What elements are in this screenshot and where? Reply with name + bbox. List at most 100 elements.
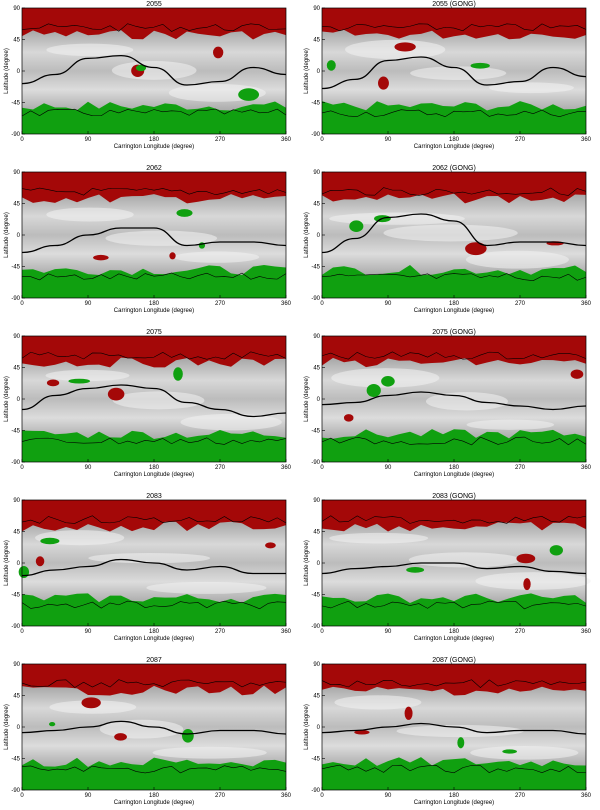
x-tick-label: 270 xyxy=(215,465,226,471)
open-field-patch xyxy=(135,64,147,72)
x-tick-label: 270 xyxy=(215,301,226,307)
x-tick-label: 180 xyxy=(449,629,460,635)
x-tick-label: 0 xyxy=(320,301,324,307)
bright-streak xyxy=(475,572,591,590)
y-tick-label: 90 xyxy=(13,334,20,340)
y-tick-label: 45 xyxy=(313,366,320,372)
x-tick-label: 180 xyxy=(449,793,460,799)
x-tick-label: 270 xyxy=(515,137,526,143)
bright-streak xyxy=(329,532,429,544)
x-axis-label: Carrington Longitude (degree) xyxy=(114,636,194,642)
south-polar-region xyxy=(22,265,286,298)
x-tick-label: 0 xyxy=(320,793,324,799)
y-tick-label: 0 xyxy=(317,561,321,567)
contour-line xyxy=(21,351,287,360)
y-tick-label: -90 xyxy=(11,624,20,630)
x-tick-label: 90 xyxy=(385,301,392,307)
bright-streak xyxy=(329,212,465,225)
north-polar-region xyxy=(22,336,286,368)
y-tick-label: -45 xyxy=(11,593,20,599)
north-polar-region xyxy=(22,172,286,204)
x-tick-label: 180 xyxy=(449,301,460,307)
open-field-patch xyxy=(394,42,416,52)
south-polar-region xyxy=(22,757,286,790)
x-tick-label: 270 xyxy=(515,793,526,799)
y-axis-label: Latitude (degree) xyxy=(304,48,310,94)
contour-line xyxy=(321,764,587,774)
x-tick-label: 180 xyxy=(449,137,460,143)
x-tick-label: 270 xyxy=(215,629,226,635)
south-polar-region xyxy=(22,101,286,134)
open-field-patch xyxy=(114,733,127,741)
open-field-patch xyxy=(107,387,125,401)
open-field-patch xyxy=(570,369,584,379)
open-field-patch xyxy=(212,46,224,59)
open-field-patch xyxy=(465,242,487,256)
y-tick-label: -90 xyxy=(311,624,320,630)
neutral-line xyxy=(21,558,287,577)
y-tick-label: 90 xyxy=(13,662,20,668)
open-field-patch xyxy=(93,254,109,261)
y-tick-label: 45 xyxy=(13,694,20,700)
y-tick-label: 90 xyxy=(313,334,320,340)
open-field-patch xyxy=(523,578,531,591)
panel-title: 2062 (GONG) xyxy=(432,165,476,172)
north-polar-region xyxy=(22,664,286,696)
x-tick-label: 180 xyxy=(149,465,160,471)
contour-line xyxy=(21,272,287,281)
x-tick-label: 180 xyxy=(149,137,160,143)
south-polar-region xyxy=(22,593,286,626)
x-tick-label: 90 xyxy=(385,137,392,143)
y-tick-label: 45 xyxy=(313,530,320,536)
x-tick-label: 270 xyxy=(515,629,526,635)
contour-line xyxy=(21,765,287,774)
y-tick-label: -90 xyxy=(11,788,20,794)
bright-streak xyxy=(46,207,134,222)
bright-streak xyxy=(173,251,260,263)
x-tick-label: 360 xyxy=(281,465,292,471)
open-field-patch xyxy=(470,62,490,69)
x-tick-label: 360 xyxy=(581,301,592,307)
open-field-patch xyxy=(35,556,45,567)
y-tick-label: -45 xyxy=(311,101,320,107)
south-polar-region xyxy=(22,429,286,462)
bright-streak xyxy=(152,746,267,759)
y-tick-label: 0 xyxy=(317,397,321,403)
contour-line xyxy=(21,679,287,688)
open-field-patch xyxy=(378,76,389,90)
bright-streak xyxy=(180,413,282,431)
neutral-line xyxy=(321,722,587,735)
y-tick-label: 0 xyxy=(17,561,21,567)
bright-streak xyxy=(146,581,267,594)
x-tick-label: 0 xyxy=(20,793,24,799)
x-tick-label: 0 xyxy=(320,465,324,471)
bright-streak xyxy=(410,66,507,80)
x-tick-label: 180 xyxy=(149,629,160,635)
y-tick-label: 0 xyxy=(317,725,321,731)
x-tick-label: 360 xyxy=(581,465,592,471)
x-tick-label: 360 xyxy=(581,793,592,799)
y-tick-label: 0 xyxy=(17,233,21,239)
x-tick-label: 90 xyxy=(85,629,92,635)
y-axis-label: Latitude (degree) xyxy=(304,212,310,258)
south-polar-region xyxy=(322,429,586,462)
open-field-patch xyxy=(326,60,336,71)
y-tick-label: -45 xyxy=(11,265,20,271)
contour-line xyxy=(21,187,287,196)
y-tick-label: 90 xyxy=(13,498,20,504)
neutral-line xyxy=(21,54,287,86)
open-field-patch xyxy=(366,383,381,398)
open-field-patch xyxy=(182,729,194,743)
bright-streak xyxy=(408,552,521,568)
bright-streak xyxy=(465,250,569,269)
x-tick-label: 90 xyxy=(85,137,92,143)
panel-title: 2083 xyxy=(146,493,162,500)
contour-line xyxy=(21,23,287,32)
open-field-patch xyxy=(265,542,276,549)
y-tick-label: 45 xyxy=(13,202,20,208)
y-tick-label: 90 xyxy=(313,6,320,12)
